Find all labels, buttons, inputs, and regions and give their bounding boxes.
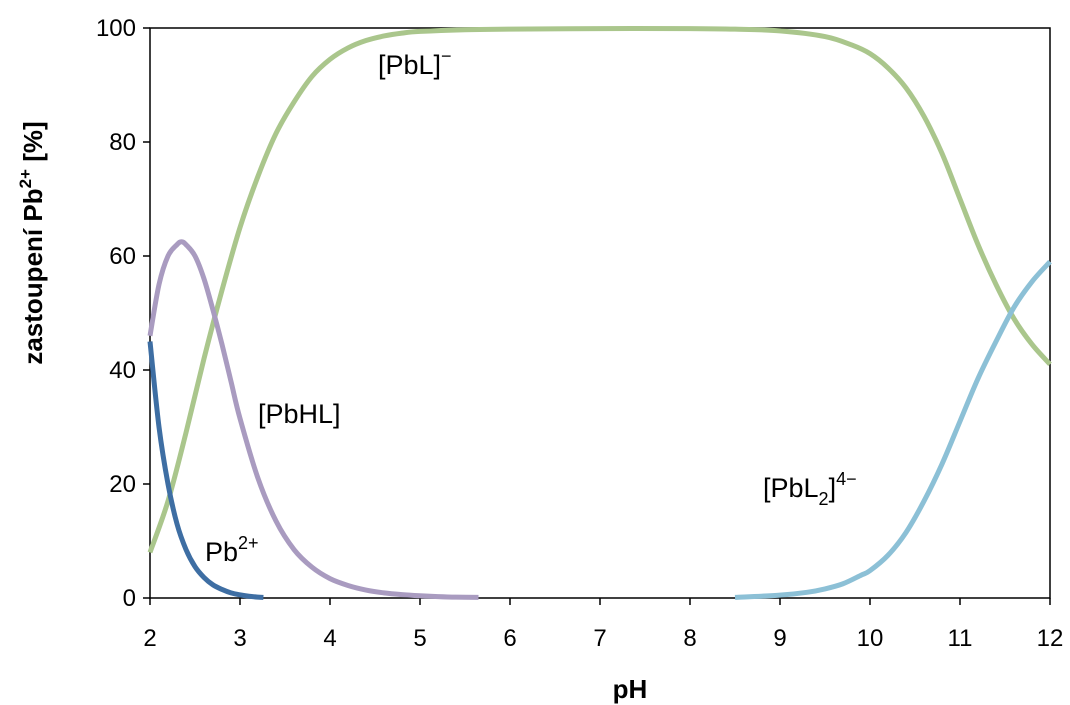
y-tick-label: 20 xyxy=(109,471,136,498)
y-tick-label: 60 xyxy=(109,243,136,270)
y-tick-label: 100 xyxy=(96,15,136,42)
series-label-pb2plus-sup: 2+ xyxy=(238,533,259,553)
series-label-pbl2-sub: 2 xyxy=(819,489,829,509)
y-axis-title-main: zastoupení Pb xyxy=(18,188,48,364)
series-line-1 xyxy=(147,239,479,600)
x-tick-label: 9 xyxy=(773,625,786,652)
x-tick-label: 7 xyxy=(593,625,606,652)
series-lines xyxy=(147,25,1052,600)
series-label-pbl2-close: ] xyxy=(829,473,837,503)
x-tick-label: 11 xyxy=(948,625,973,652)
series-label-pb2plus: Pb2+ xyxy=(205,533,259,567)
series-line-2 xyxy=(147,25,1052,554)
x-tick-label: 3 xyxy=(233,625,246,652)
x-tick-label: 5 xyxy=(413,625,426,652)
y-tick-label: 80 xyxy=(109,129,136,156)
y-axis-title-sup: 2+ xyxy=(16,169,35,188)
series-label-pbl2-main: [PbL xyxy=(763,473,819,503)
series-line-0 xyxy=(147,341,264,600)
x-tick-label: 10 xyxy=(857,625,884,652)
x-axis-ticks: 2 3 4 5 6 7 8 9 10 11 12 xyxy=(143,598,1063,652)
series-label-pbhl: [PbHL] xyxy=(258,399,341,429)
x-tick-label: 6 xyxy=(503,625,516,652)
series-label-pbl2: [PbL2]4− xyxy=(763,469,857,509)
y-axis-title-unit: [%] xyxy=(18,121,48,169)
series-label-pbl-sup: − xyxy=(441,46,452,66)
y-tick-label: 40 xyxy=(109,357,136,384)
series-label-pbl: [PbL]− xyxy=(378,46,452,80)
x-tick-label: 4 xyxy=(323,625,336,652)
x-axis-title: pH xyxy=(613,674,648,704)
y-tick-label: 0 xyxy=(123,585,136,612)
x-tick-label: 8 xyxy=(683,625,696,652)
series-label-pb2plus-main: Pb xyxy=(205,537,238,567)
series-label-pbl-main: [PbL] xyxy=(378,50,441,80)
series-label-pbl2-sup: 4− xyxy=(836,469,857,489)
x-tick-label: 2 xyxy=(143,625,156,652)
y-axis-title: zastoupení Pb2+ [%] xyxy=(16,121,48,364)
x-tick-label: 12 xyxy=(1037,625,1064,652)
y-axis-ticks: 0 20 40 60 80 100 xyxy=(96,15,150,612)
series-line-3 xyxy=(734,260,1052,600)
